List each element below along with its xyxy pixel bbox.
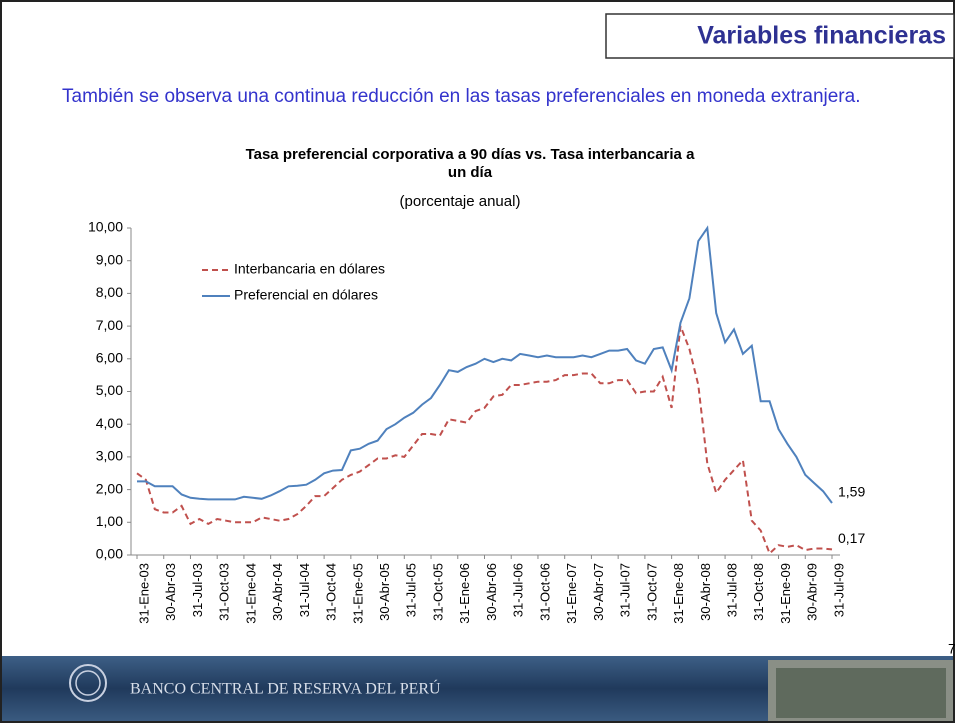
x-tick-label: 31-Jul-06 [511, 563, 526, 617]
footer-photo-inner [776, 668, 946, 718]
x-tick-label: 31-Oct-05 [430, 563, 445, 621]
x-tick-label: 31-Jul-04 [297, 563, 312, 617]
x-tick-label: 30-Abr-08 [698, 563, 713, 621]
logo [69, 664, 107, 702]
y-tick-label: 3,00 [96, 448, 123, 464]
x-tick-label: 31-Jul-08 [725, 563, 740, 617]
y-tick-label: 5,00 [96, 382, 123, 398]
y-tick-label: 6,00 [96, 350, 123, 366]
x-tick-label: 31-Ene-08 [671, 563, 686, 624]
x-tick-label: 31-Oct-03 [217, 563, 232, 621]
logo-inner [75, 670, 101, 696]
x-tick-label: 31-Jul-07 [618, 563, 633, 617]
header-title: Variables financieras [697, 22, 946, 50]
x-tick-label: 30-Abr-04 [270, 563, 285, 621]
chart-subtitle: (porcentaje anual) [400, 193, 521, 210]
x-tick-label: 30-Abr-09 [805, 563, 820, 621]
x-tick-label: 31-Jul-03 [190, 563, 205, 617]
intro-box: También se observa una continua reducció… [62, 86, 861, 107]
legend-label: Interbancaria en dólares [234, 261, 385, 277]
page-number: 7 [948, 641, 955, 657]
x-tick-label: 31-Ene-07 [564, 563, 579, 624]
plot: 0,00 1,00 2,00 3,00 4,00 5,00 6,00 7,00 8,00 9,00… [88, 219, 866, 624]
y-tick-label: 4,00 [96, 415, 123, 431]
x-tick-label: 31-Jul-09 [831, 563, 846, 617]
data-label: 1,59 [838, 484, 865, 500]
x-tick-label: 30-Abr-06 [484, 563, 499, 621]
intro: También se observa una continua reducció… [62, 86, 861, 107]
x-tick-label: 31-Oct-08 [751, 563, 766, 621]
y-tick-label: 10,00 [88, 219, 123, 235]
x-tick-label: 31-Ene-04 [243, 563, 258, 624]
chart-title-box: Tasa preferencial corporativa a 90 días … [245, 146, 695, 181]
data-label: 0,17 [838, 530, 865, 546]
x-tick-label: 31-Jul-05 [404, 563, 419, 617]
y-tick-label: 9,00 [96, 251, 123, 267]
x-tick-label: 31-Ene-09 [778, 563, 793, 624]
y-tick-label: 7,00 [96, 317, 123, 333]
header-box [605, 13, 955, 59]
chart-title: Tasa preferencial corporativa a 90 días … [245, 146, 695, 181]
y-tick-label: 1,00 [96, 513, 123, 529]
x-tick-label: 30-Abr-05 [377, 563, 392, 621]
x-tick-label: 31-Ene-06 [457, 563, 472, 624]
x-tick-label: 31-Ene-03 [136, 563, 151, 624]
series-line [136, 325, 833, 556]
x-tick-label: 31-Ene-05 [350, 563, 365, 624]
x-tick-label: 31-Oct-04 [324, 563, 339, 621]
x-tick-label: 31-Oct-06 [537, 563, 552, 621]
series-line [137, 225, 833, 504]
y-tick-label: 0,00 [96, 546, 123, 562]
y-tick-label: 8,00 [96, 284, 123, 300]
x-tick-label: 31-Oct-07 [644, 563, 659, 621]
x-tick-label: 30-Abr-07 [591, 563, 606, 621]
x-tick-label: 30-Abr-03 [163, 563, 178, 621]
y-tick-label: 2,00 [96, 480, 123, 496]
legend-label: Preferencial en dólares [234, 287, 378, 303]
footer-text: BANCO CENTRAL DE RESERVA DEL PERÚ [130, 679, 441, 698]
